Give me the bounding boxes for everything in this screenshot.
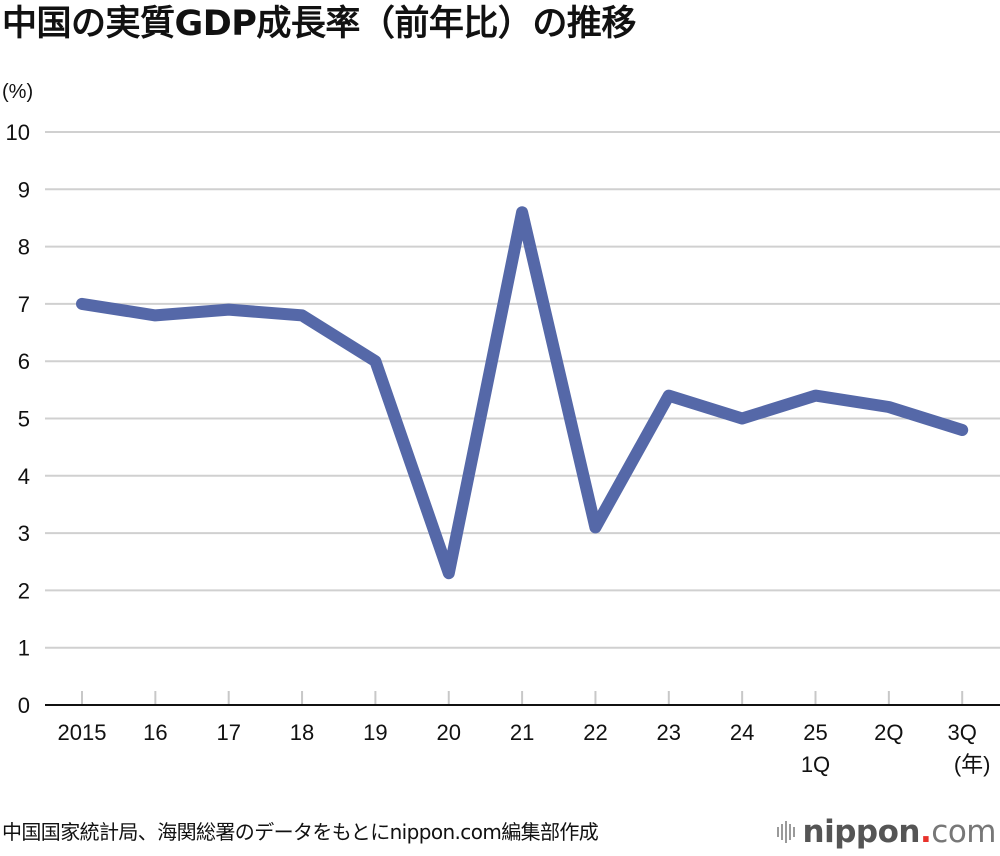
nippon-com-logo: nippon.com bbox=[776, 812, 997, 852]
gdp-growth-line bbox=[76, 206, 969, 580]
x-axis-ticks: 2015 16 17 18 19 20 21 22 23 24 25 1Q 2Q 3Q (年) bbox=[58, 691, 991, 777]
y-tick-label: 10 bbox=[6, 120, 30, 145]
logo-dot: . bbox=[920, 814, 932, 850]
y-tick-label: 4 bbox=[18, 464, 30, 489]
x-tick-label: 21 bbox=[510, 720, 534, 745]
x-tick-label: 25 bbox=[803, 720, 827, 745]
x-tick-label: 16 bbox=[143, 720, 167, 745]
y-tick-label: 6 bbox=[18, 349, 30, 374]
x-tick-label: 20 bbox=[437, 720, 461, 745]
x-tick-label: 17 bbox=[216, 720, 240, 745]
gridlines bbox=[45, 131, 1000, 649]
y-tick-label: 2 bbox=[18, 578, 30, 603]
x-tick-label: 19 bbox=[363, 720, 387, 745]
x-tick-label: 22 bbox=[583, 720, 607, 745]
chart-title: 中国の実質GDP成長率（前年比）の推移 bbox=[2, 4, 636, 44]
y-tick-label: 0 bbox=[18, 693, 30, 718]
x-tick-label: 24 bbox=[730, 720, 754, 745]
y-tick-label: 7 bbox=[18, 292, 30, 317]
x-tick-label: 18 bbox=[290, 720, 314, 745]
source-note: 中国国家統計局、海関総署のデータをもとにnippon.com編集部作成 bbox=[2, 820, 599, 844]
x-tick-label: 2Q bbox=[874, 720, 903, 745]
x-tick-label: 2015 bbox=[58, 720, 107, 745]
logo-brand: nippon bbox=[802, 814, 921, 850]
y-tick-label: 5 bbox=[18, 407, 30, 432]
y-tick-label: 9 bbox=[18, 177, 30, 202]
x-tick-label: 23 bbox=[657, 720, 681, 745]
y-tick-label: 1 bbox=[18, 636, 30, 661]
x-axis-unit-label: (年) bbox=[954, 752, 991, 777]
x-tick-label: 1Q bbox=[801, 752, 830, 777]
y-tick-label: 8 bbox=[18, 235, 30, 260]
y-axis-unit-label: (%) bbox=[2, 81, 34, 103]
x-tick-label: 3Q bbox=[948, 720, 977, 745]
sound-bars-icon bbox=[776, 821, 795, 843]
y-tick-label: 3 bbox=[18, 521, 30, 546]
logo-wordmark: nippon.com bbox=[802, 812, 997, 852]
logo-tld: com bbox=[931, 814, 996, 850]
y-axis-ticks: 0 1 2 3 4 5 6 7 8 9 10 bbox=[6, 120, 30, 718]
